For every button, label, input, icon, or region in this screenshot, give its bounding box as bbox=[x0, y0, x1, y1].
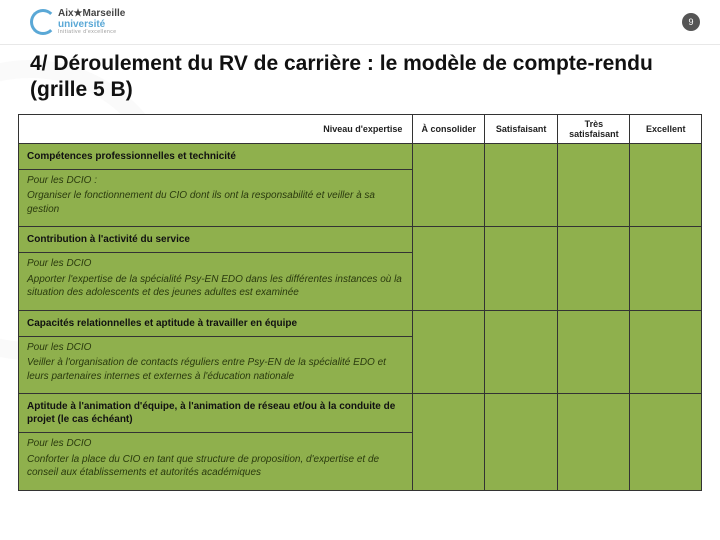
section-lead: Pour les DCIO bbox=[27, 257, 404, 271]
section-lead: Pour les DCIO : bbox=[27, 174, 404, 188]
page-number: 9 bbox=[688, 17, 693, 27]
rating-cell bbox=[558, 227, 630, 311]
col-header-rating-0: À consolider bbox=[413, 114, 484, 143]
logo-line3: Initiative d'excellence bbox=[58, 30, 125, 36]
section-body-text: Apporter l'expertise de la spécialité Ps… bbox=[27, 274, 402, 299]
rating-cell bbox=[630, 143, 702, 227]
section-body-text: Organiser le fonctionnement du CIO dont … bbox=[27, 190, 375, 215]
section-heading: Aptitude à l'animation d'équipe, à l'ani… bbox=[19, 394, 413, 433]
section-body-text: Conforter la place du CIO en tant que st… bbox=[27, 454, 379, 479]
logo-text: Aix★Marseille université Initiative d'ex… bbox=[58, 8, 125, 36]
section-description: Pour les DCIO Veiller à l'organisation de… bbox=[19, 336, 413, 394]
section-description: Pour les DCIO : Organiser le fonctionneme… bbox=[19, 169, 413, 227]
section-lead: Pour les DCIO bbox=[27, 341, 404, 355]
rating-cell bbox=[630, 394, 702, 491]
col-header-rating-1: Satisfaisant bbox=[484, 114, 557, 143]
col-header-rating-3: Excellent bbox=[630, 114, 702, 143]
rating-cell bbox=[630, 227, 702, 311]
slide-header: Aix★Marseille université Initiative d'ex… bbox=[0, 0, 720, 45]
logo-mark-icon bbox=[30, 9, 56, 35]
col-header-expertise: Niveau d'expertise bbox=[19, 114, 413, 143]
rating-cell bbox=[484, 143, 557, 227]
evaluation-table-wrap: Niveau d'expertise À consolider Satisfai… bbox=[0, 114, 720, 491]
rating-cell bbox=[558, 310, 630, 394]
section-lead: Pour les DCIO bbox=[27, 437, 404, 451]
table-body: Compétences professionnelles et technici… bbox=[19, 143, 702, 490]
logo-line1: Aix★Marseille bbox=[58, 8, 125, 19]
rating-cell bbox=[484, 310, 557, 394]
page-number-badge: 9 bbox=[682, 13, 700, 31]
section-heading: Capacités relationnelles et aptitude à t… bbox=[19, 310, 413, 336]
rating-cell bbox=[558, 143, 630, 227]
evaluation-table: Niveau d'expertise À consolider Satisfai… bbox=[18, 114, 702, 491]
rating-cell bbox=[558, 394, 630, 491]
col-header-rating-2: Très satisfaisant bbox=[558, 114, 630, 143]
rating-cell bbox=[484, 227, 557, 311]
rating-cell bbox=[413, 143, 484, 227]
section-heading: Contribution à l'activité du service bbox=[19, 227, 413, 253]
rating-cell bbox=[413, 310, 484, 394]
section-heading-row: Contribution à l'activité du service bbox=[19, 227, 702, 253]
section-body-text: Veiller à l'organisation de contacts rég… bbox=[27, 357, 386, 382]
rating-cell bbox=[413, 394, 484, 491]
table-header-row: Niveau d'expertise À consolider Satisfai… bbox=[19, 114, 702, 143]
section-heading-row: Aptitude à l'animation d'équipe, à l'ani… bbox=[19, 394, 702, 433]
logo: Aix★Marseille université Initiative d'ex… bbox=[30, 8, 125, 36]
section-heading-row: Compétences professionnelles et technici… bbox=[19, 143, 702, 169]
section-heading-row: Capacités relationnelles et aptitude à t… bbox=[19, 310, 702, 336]
slide-title: 4/ Déroulement du RV de carrière : le mo… bbox=[0, 45, 720, 114]
rating-cell bbox=[630, 310, 702, 394]
section-description: Pour les DCIO Apporter l'expertise de la … bbox=[19, 253, 413, 311]
section-description: Pour les DCIO Conforter la place du CIO e… bbox=[19, 433, 413, 491]
rating-cell bbox=[413, 227, 484, 311]
rating-cell bbox=[484, 394, 557, 491]
section-heading: Compétences professionnelles et technici… bbox=[19, 143, 413, 169]
